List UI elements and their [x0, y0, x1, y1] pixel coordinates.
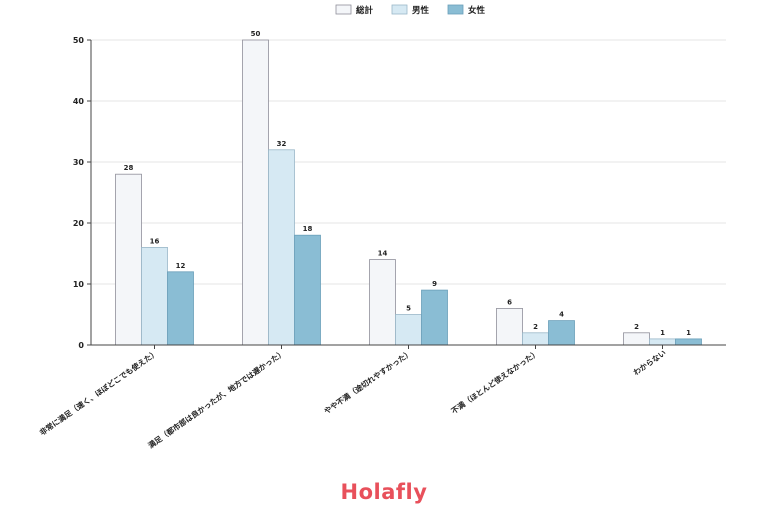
data-label: 4: [559, 311, 564, 319]
bar: [548, 320, 575, 346]
legend-swatch: [335, 4, 352, 15]
bar: [623, 332, 650, 346]
bars: 28 16 12 50 32 18 14 5 9 6 2 4 2 1 1: [115, 30, 702, 346]
data-label: 1: [660, 329, 665, 337]
data-label: 9: [432, 280, 437, 288]
x-tick-label: わからない: [632, 348, 668, 377]
bar: [268, 149, 295, 346]
data-label: 1: [686, 329, 691, 337]
y-axis: 0 10 20 30 40 50: [73, 36, 92, 350]
x-tick-label: 不満（ほとんど使えなかった）: [449, 347, 541, 415]
x-tick-label: 非常に満足（速く、ほぼどこでも使えた）: [37, 347, 159, 437]
legend-label: 女性: [468, 5, 486, 16]
data-label: 5: [406, 305, 411, 313]
data-label: 2: [533, 323, 538, 331]
data-label: 16: [150, 237, 160, 245]
bar: [369, 259, 396, 346]
y-tick-label: 0: [78, 341, 84, 350]
data-label: 50: [251, 30, 261, 38]
data-label: 32: [277, 140, 287, 148]
data-label: 12: [176, 262, 186, 270]
bar: [395, 314, 422, 346]
bar: [167, 271, 194, 346]
bar: [649, 338, 676, 346]
bar: [522, 332, 549, 346]
legend: 総計 男性 女性: [335, 4, 486, 16]
bar: [675, 338, 702, 346]
legend-label: 総計: [356, 5, 374, 16]
y-tick-label: 50: [73, 36, 85, 45]
data-label: 6: [507, 298, 512, 306]
bar: [421, 289, 448, 346]
bar: [242, 39, 269, 346]
y-tick-label: 10: [73, 280, 85, 289]
x-axis: 非常に満足（速く、ほぼどこでも使えた）満足（都市部は良かったが、地方では遅かった…: [37, 344, 726, 450]
bar: [115, 173, 142, 346]
holafly-logo: Holafly: [340, 480, 428, 504]
bar: [294, 234, 321, 346]
y-tick-label: 20: [73, 219, 85, 228]
bar: [496, 307, 523, 346]
gridlines: [91, 39, 726, 285]
data-label: 18: [303, 225, 313, 233]
legend-label: 男性: [412, 5, 430, 16]
data-label: 28: [124, 164, 134, 172]
legend-swatch: [447, 4, 464, 15]
data-label: 14: [378, 250, 388, 258]
bar: [141, 246, 168, 346]
x-tick-label: やや不満（途切れやすかった）: [322, 347, 414, 415]
x-tick-label: 満足（都市部は良かったが、地方では遅かった）: [146, 347, 287, 450]
y-tick-label: 30: [73, 158, 85, 167]
data-label: 2: [634, 323, 639, 331]
y-tick-label: 40: [73, 97, 85, 106]
legend-swatch: [391, 4, 408, 15]
